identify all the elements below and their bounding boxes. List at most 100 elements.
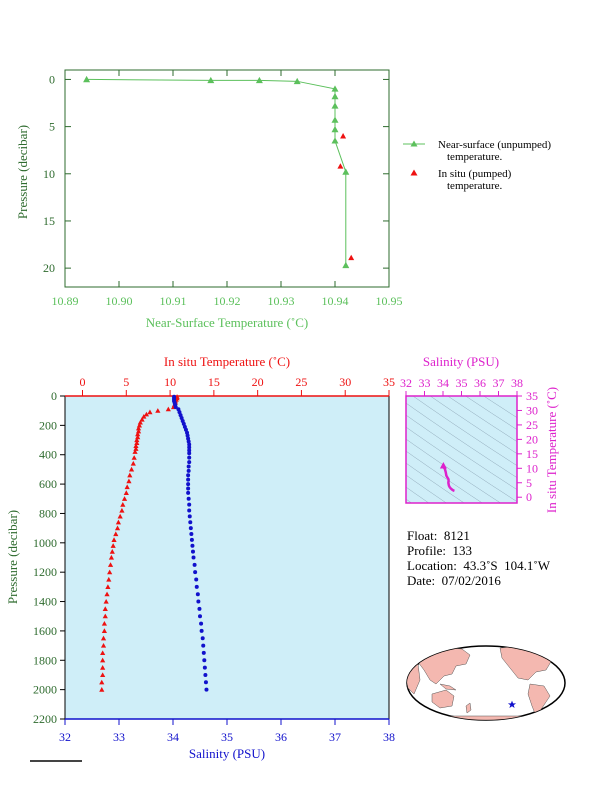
- top-x-tick-label: 10.94: [322, 294, 349, 308]
- near-surface-point: [293, 77, 301, 85]
- density-contour: [406, 474, 447, 503]
- density-contour: [406, 450, 483, 503]
- legend-in-situ-label: In situ (pumped): [438, 168, 512, 180]
- legend-in-situ-marker: [410, 169, 418, 176]
- temperature-tick-label: 10: [164, 375, 176, 389]
- temperature-point: [134, 437, 140, 443]
- in-situ-point: [340, 133, 347, 139]
- density-contour: [465, 396, 517, 430]
- temperature-point: [100, 665, 106, 670]
- temperature-point: [155, 408, 161, 413]
- top-y-tick-label: 15: [43, 214, 55, 228]
- temperature-point: [133, 443, 139, 448]
- near-surface-point: [342, 168, 350, 175]
- temperature-point: [132, 449, 138, 454]
- ts-salinity-tick-label: 38: [511, 376, 523, 390]
- temperature-point: [131, 455, 137, 460]
- ts-temperature-tick-label: 10: [526, 461, 538, 475]
- salinity-point: [201, 643, 206, 648]
- temperature-point: [100, 650, 106, 656]
- salinity-point: [188, 526, 193, 531]
- top-y-tick-label: 20: [43, 261, 55, 275]
- salinity-point: [187, 508, 192, 513]
- density-contour: [429, 396, 517, 454]
- temperature-point: [119, 507, 125, 513]
- temperature-point: [106, 576, 112, 582]
- temperature-point: [107, 562, 114, 567]
- temperature-tick-label: 15: [208, 375, 220, 389]
- salinity-point: [187, 455, 192, 460]
- float-location-marker: [507, 700, 517, 708]
- temperature-point: [117, 513, 123, 519]
- salinity-point: [186, 482, 191, 487]
- australia-landmass: [431, 689, 455, 709]
- density-contour: [406, 486, 430, 503]
- salinity-point: [203, 672, 208, 677]
- temperature-tick-label: 30: [339, 375, 351, 389]
- indonesia-landmass: [439, 683, 457, 691]
- salinity-point: [191, 555, 196, 560]
- ts-temperature-tick-label: 5: [526, 476, 532, 490]
- near-surface-point: [331, 116, 339, 123]
- ts-salinity-label: Salinity (PSU): [423, 354, 499, 369]
- salinity-point: [186, 486, 191, 491]
- salinity-point: [192, 562, 197, 567]
- top-x-axis-label: Near-Surface Temperature (˚C): [146, 315, 308, 330]
- float-location: Location: 43.3˚S 104.1˚W: [407, 558, 550, 573]
- top-y-tick-label: 0: [49, 72, 55, 86]
- ts-temperature-label: In situ Temperature (˚C): [544, 387, 559, 513]
- density-contour: [406, 462, 465, 503]
- salinity-point: [190, 543, 195, 548]
- profile-number: Profile: 133: [407, 543, 472, 558]
- density-contour: [406, 426, 517, 502]
- in-situ-point: [337, 163, 344, 169]
- legend-near-surface-marker: [410, 140, 418, 147]
- near-surface-point: [331, 137, 339, 144]
- temperature-point: [113, 531, 119, 537]
- pressure-tick-label: 1200: [33, 565, 57, 579]
- near-surface-line: [86, 78, 347, 266]
- temperature-point: [100, 657, 106, 663]
- temperature-point: [101, 620, 108, 626]
- temperature-point: [135, 431, 141, 437]
- ts-temperature-tick-label: 25: [526, 418, 538, 432]
- float-info-panel: Float: 8121 Profile: 133 Location: 43.3˚…: [407, 528, 550, 588]
- salinity-point: [187, 445, 192, 450]
- density-contour: [406, 414, 517, 490]
- salinity-tick-label: 35: [221, 730, 233, 744]
- density-contour: [406, 402, 517, 478]
- pressure-tick-label: 200: [39, 418, 57, 432]
- footer-stamp: [30, 760, 82, 762]
- temperature-point: [135, 428, 142, 434]
- profile-chart: 0 5 10 15 20 25 30 35 32 33 34 35 36 37 38 0 200 400 600…: [5, 354, 395, 761]
- salinity-point: [195, 592, 200, 597]
- salinity-point: [202, 658, 207, 663]
- temperature-point: [99, 687, 105, 692]
- temperature-point: [141, 413, 147, 419]
- ts-temperature-tick-label: 20: [526, 432, 538, 446]
- salinity-tick-label: 34: [167, 730, 179, 744]
- salinity-point: [187, 442, 192, 447]
- ts-temperature-tick-label: 35: [526, 389, 538, 403]
- top-x-tick-label: 10.89: [52, 294, 79, 308]
- near-surface-point: [331, 125, 339, 133]
- salinity-point: [200, 636, 205, 641]
- temperature-point: [115, 519, 122, 525]
- temperature-point: [103, 598, 109, 604]
- temperature-point: [139, 416, 145, 422]
- temperature-point: [135, 425, 142, 431]
- density-contour: [447, 396, 517, 442]
- temperature-profile-marks: [99, 394, 180, 692]
- top-legend: Near-surface (unpumped) temperature. In …: [403, 139, 551, 192]
- temperature-point: [114, 525, 121, 531]
- ts-salinity-tick-label: 35: [456, 376, 468, 390]
- temperature-tick-label: 20: [252, 375, 264, 389]
- salinity-point: [194, 577, 199, 582]
- temperature-point: [165, 406, 171, 412]
- temperature-point: [100, 642, 107, 648]
- salinity-point: [204, 687, 209, 692]
- temperature-point: [110, 543, 116, 548]
- salinity-tick-label: 37: [329, 730, 341, 744]
